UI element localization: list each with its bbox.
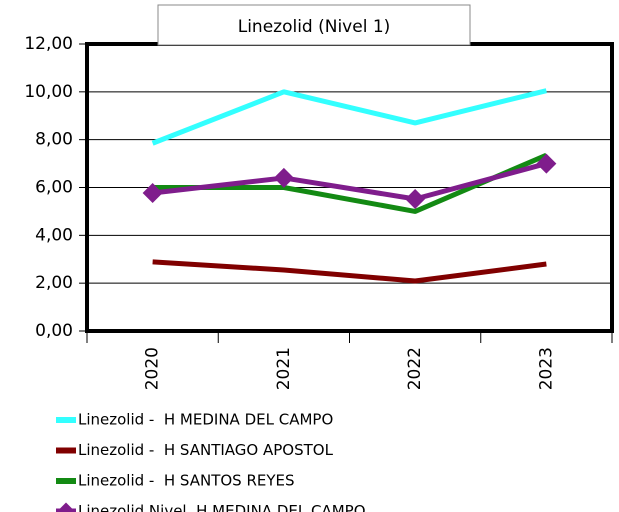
y-tick-label: 0,00: [35, 321, 73, 341]
legend-swatch: [56, 478, 76, 484]
x-tick-label: 2023: [536, 347, 556, 390]
legend-marker: [57, 502, 75, 512]
legend-swatch: [56, 447, 76, 454]
y-tick-label: 4,00: [35, 225, 73, 245]
series-line: [151, 88, 547, 146]
x-tick-label: 2021: [274, 347, 294, 390]
marker: [405, 188, 426, 209]
x-tick-label: 2022: [405, 347, 425, 390]
y-tick-label: 2,00: [35, 273, 73, 293]
marker: [142, 183, 163, 204]
y-tick-label: 10,00: [24, 82, 73, 102]
marker: [536, 153, 557, 174]
chart-title: Linezolid (Nivel 1): [238, 17, 391, 37]
legend-label: Linezolid - H MEDINA DEL CAMPO: [78, 411, 333, 429]
legend-label: Linezolid - H SANTIAGO APOSTOL: [78, 441, 334, 459]
series-line: [152, 161, 548, 202]
y-tick-label: 12,00: [24, 34, 73, 54]
marker: [273, 167, 294, 188]
legend-label: Linezolid - H SANTOS REYES: [78, 472, 295, 490]
legend-swatch: [56, 417, 76, 423]
y-tick-label: 6,00: [35, 178, 73, 198]
y-tick-label: 8,00: [35, 130, 73, 150]
legend-label: Linezolid Nivel H MEDINA DEL CAMPO: [78, 502, 366, 512]
title-box: [157, 4, 471, 46]
x-tick-label: 2020: [143, 347, 163, 390]
series-line: [152, 259, 547, 284]
